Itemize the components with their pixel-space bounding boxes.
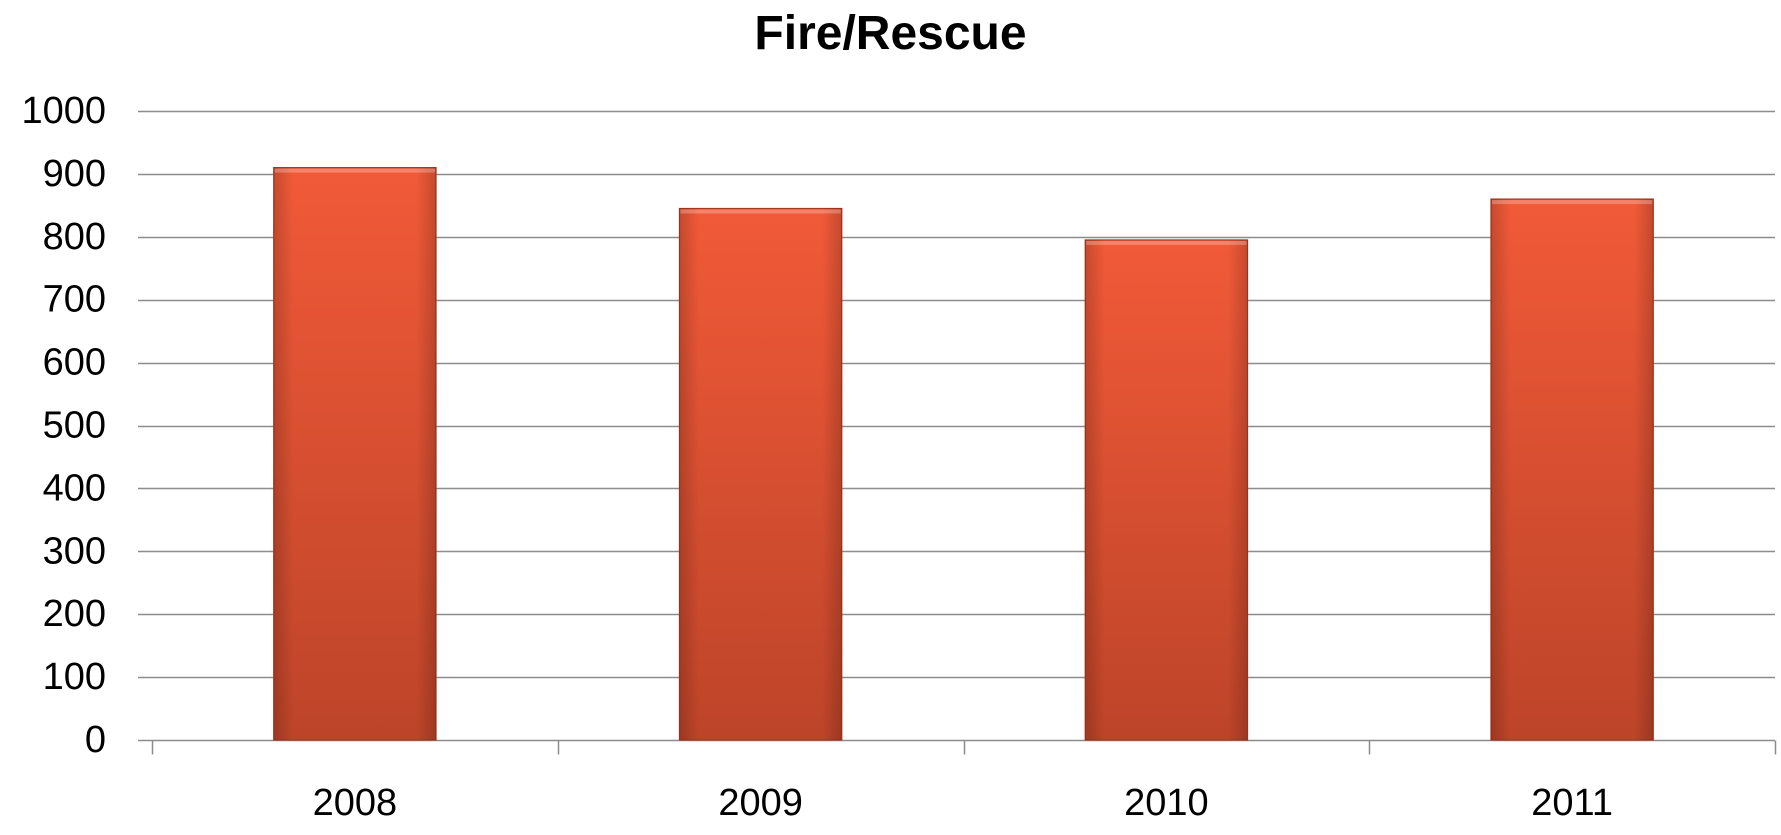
y-tick-label-1000: 1000 <box>21 90 106 132</box>
y-tick-label-100: 100 <box>43 656 106 698</box>
bar-highlight <box>680 209 841 214</box>
y-tick-label-600: 600 <box>43 342 106 384</box>
x-tick-label-2010: 2010 <box>1124 782 1209 824</box>
x-tick-label-2011: 2011 <box>1531 782 1613 824</box>
y-tick-label-800: 800 <box>43 216 106 258</box>
x-tick-label-2008: 2008 <box>313 782 398 824</box>
y-tick-label-900: 900 <box>43 153 106 195</box>
y-tick-label-300: 300 <box>43 530 106 572</box>
bar-shading <box>679 208 842 740</box>
chart-title: Fire/Rescue <box>754 7 1027 60</box>
bar-2010 <box>1084 239 1249 741</box>
bar-shading <box>273 167 437 741</box>
bar-2011 <box>1490 198 1654 741</box>
axes <box>138 739 1777 755</box>
bar-shading <box>1490 199 1654 740</box>
bar-highlight <box>274 168 436 173</box>
y-tick-labels: 0 100 200 300 400 500 600 700 800 900 1000 <box>21 90 106 761</box>
y-tick-label-500: 500 <box>43 405 106 447</box>
bars <box>273 167 1654 741</box>
bar-2009 <box>678 207 843 741</box>
y-tick-label-200: 200 <box>43 593 106 635</box>
y-tick-label-700: 700 <box>43 279 106 321</box>
y-tick-label-0: 0 <box>85 719 106 761</box>
bar-highlight <box>1491 200 1653 205</box>
bar-shading <box>1085 239 1248 740</box>
y-tick-label-400: 400 <box>43 467 106 509</box>
x-tick-label-2009: 2009 <box>718 782 803 824</box>
x-tick-labels: 2008 2009 2010 2011 <box>313 782 1613 824</box>
bar-2008 <box>273 167 437 741</box>
bar-highlight <box>1086 240 1247 245</box>
